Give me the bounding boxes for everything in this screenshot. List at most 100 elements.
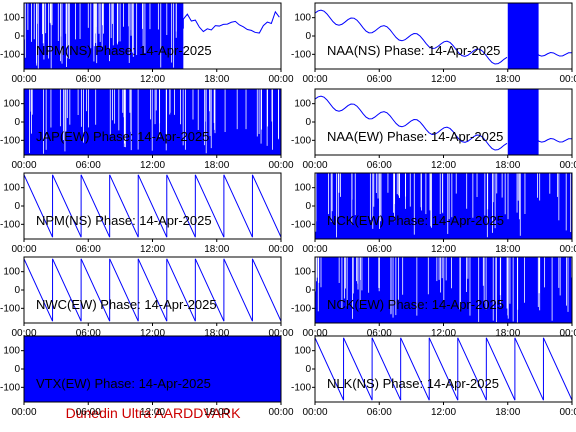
phase-panel-7: 100 0 -100 00:00 06:00 12:00 18:00 00:00 NWC(EW)… — [0, 256, 294, 339]
y-tick-label: -100 — [291, 219, 311, 230]
y-tick-label: 0 — [305, 117, 311, 128]
x-tick-label: 00:00 — [302, 160, 327, 171]
x-tick-label: 00:00 — [11, 74, 36, 85]
phase-ramp — [52, 174, 82, 238]
phase-trace — [315, 89, 572, 155]
x-tick-label: 06:00 — [76, 328, 101, 339]
y-tick-label: 0 — [14, 117, 20, 128]
x-tick-label: 06:00 — [76, 74, 101, 85]
x-tick-label: 06:00 — [367, 244, 392, 255]
phase-trace — [315, 337, 572, 401]
phase-panel-8: 100 0 -100 00:00 06:00 12:00 18:00 00:00 NCK(EW)… — [291, 256, 576, 339]
y-tick-label: 100 — [294, 267, 311, 278]
x-tick-label: 12:00 — [431, 328, 456, 339]
x-tick-label: 00:00 — [559, 244, 576, 255]
x-tick-label: 00:00 — [302, 407, 327, 418]
panel-title: NCK(EW) Phase: 14-Apr-2025 — [327, 297, 504, 312]
phase-trace — [315, 3, 572, 69]
phase-trace — [24, 3, 280, 69]
x-tick-label: 12:00 — [140, 244, 165, 255]
x-tick-label: 06:00 — [367, 74, 392, 85]
x-tick-label: 12:00 — [140, 74, 165, 85]
x-tick-label: 00:00 — [268, 244, 293, 255]
y-tick-label: -100 — [0, 49, 20, 60]
x-tick-label: 06:00 — [76, 407, 101, 418]
x-tick-label: 12:00 — [431, 244, 456, 255]
x-tick-label: 00:00 — [302, 74, 327, 85]
phase-ramp — [80, 258, 111, 322]
phase-trace — [315, 173, 572, 239]
panel-title: NPM(NS) Phase: 14-Apr-2025 — [36, 213, 212, 228]
x-tick-label: 18:00 — [495, 407, 520, 418]
phase-ramp — [137, 174, 168, 238]
y-tick-label: -100 — [0, 382, 20, 393]
phase-trace — [24, 336, 281, 402]
y-tick-label: 100 — [3, 99, 20, 110]
phase-panel-4: 100 0 -100 00:00 06:00 12:00 18:00 00:00 NAA(EW)… — [291, 88, 576, 171]
x-tick-label: 18:00 — [495, 328, 520, 339]
x-tick-label: 00:00 — [11, 160, 36, 171]
phase-ramp — [457, 337, 487, 401]
x-tick-label: 00:00 — [11, 244, 36, 255]
y-tick-label: 100 — [3, 346, 20, 357]
y-tick-label: 0 — [14, 364, 20, 375]
x-tick-label: 00:00 — [268, 328, 293, 339]
phase-ramp — [428, 337, 459, 401]
phase-ramp — [343, 337, 373, 401]
phase-ramp — [80, 174, 111, 238]
phase-ramp — [315, 337, 345, 401]
y-tick-label: -100 — [291, 382, 311, 393]
y-tick-label: 100 — [294, 346, 311, 357]
y-tick-label: -100 — [0, 135, 20, 146]
phase-ramp — [24, 174, 54, 238]
phase-ramp — [371, 337, 402, 401]
phase-ramp — [251, 174, 281, 238]
y-tick-label: -100 — [0, 219, 20, 230]
phase-line — [182, 10, 280, 34]
y-tick-label: -100 — [291, 49, 311, 60]
phase-ramp — [166, 174, 196, 238]
x-tick-label: 12:00 — [140, 328, 165, 339]
x-tick-label: 00:00 — [268, 74, 293, 85]
phase-panel-5: 100 0 -100 00:00 06:00 12:00 18:00 00:00 NPM(NS)… — [0, 172, 294, 255]
x-tick-label: 12:00 — [431, 160, 456, 171]
phase-ramp — [400, 337, 430, 401]
panel-title: NAA(NS) Phase: 14-Apr-2025 — [327, 43, 500, 58]
phase-line — [538, 52, 572, 57]
x-tick-label: 18:00 — [495, 244, 520, 255]
phase-ramp — [542, 337, 572, 401]
x-tick-label: 00:00 — [559, 407, 576, 418]
x-tick-label: 00:00 — [11, 407, 36, 418]
y-tick-label: -100 — [291, 135, 311, 146]
panel-title: NWC(EW) Phase: 14-Apr-2025 — [36, 297, 217, 312]
panel-title: VTX(EW) Phase: 14-Apr-2025 — [36, 376, 211, 391]
y-tick-label: 0 — [305, 285, 311, 296]
phase-ramp — [223, 174, 253, 238]
x-tick-label: 18:00 — [204, 407, 229, 418]
phase-ramp — [24, 258, 54, 322]
y-tick-label: 0 — [14, 31, 20, 42]
phase-fill — [315, 173, 572, 239]
x-tick-label: 18:00 — [495, 74, 520, 85]
phase-fill — [507, 89, 539, 155]
phase-line — [315, 95, 508, 151]
y-tick-label: 0 — [305, 364, 311, 375]
y-tick-label: 100 — [294, 13, 311, 24]
phase-line — [315, 9, 508, 65]
x-tick-label: 00:00 — [268, 160, 293, 171]
phase-fill — [507, 3, 539, 69]
x-tick-label: 06:00 — [76, 160, 101, 171]
phase-fill — [24, 336, 281, 402]
y-tick-label: 100 — [3, 13, 20, 24]
panel-title: NPM(NS) Phase: 14-Apr-2025 — [36, 43, 212, 58]
phase-ramp — [194, 174, 225, 238]
panel-title: JAP(EW) Phase: 14-Apr-2025 — [36, 129, 209, 144]
x-tick-label: 18:00 — [204, 74, 229, 85]
phase-ramp — [109, 174, 139, 238]
x-tick-label: 00:00 — [11, 328, 36, 339]
panel-title: NLK(NS) Phase: 14-Apr-2025 — [327, 376, 499, 391]
phase-ramp — [514, 337, 544, 401]
phase-trace — [24, 89, 281, 155]
x-tick-label: 12:00 — [431, 407, 456, 418]
